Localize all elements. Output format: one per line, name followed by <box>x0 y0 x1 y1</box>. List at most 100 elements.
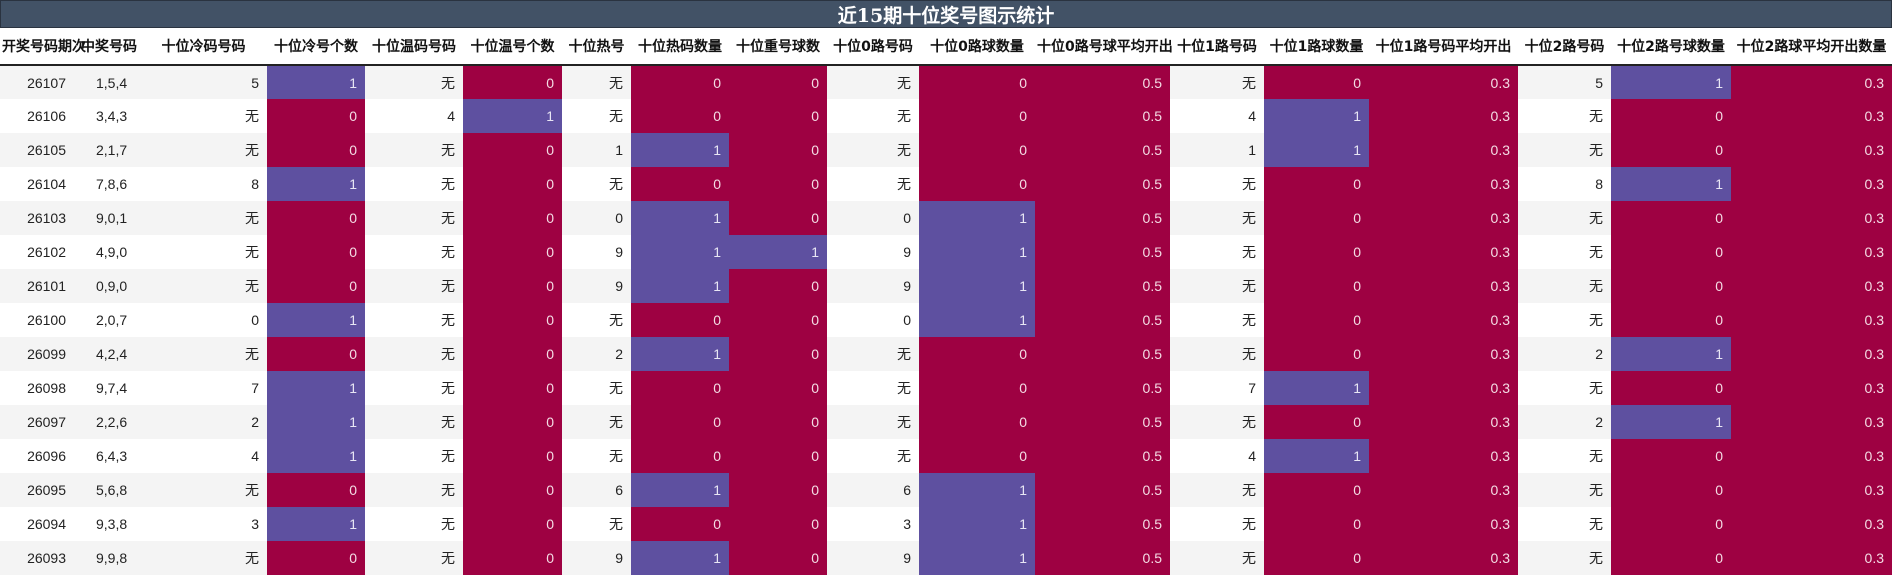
column-header[interactable]: 十位0路号码 <box>827 28 919 66</box>
table-cell: 0,9,0 <box>78 269 140 303</box>
table-cell: 无 <box>365 439 463 473</box>
table-cell: 1 <box>631 235 729 269</box>
table-cell: 0.3 <box>1369 99 1518 133</box>
column-header[interactable]: 十位2路号球数量 <box>1611 28 1731 66</box>
column-header[interactable]: 十位1路号码平均开出 <box>1369 28 1518 66</box>
table-row[interactable]: 26104 7,8,6 8 1 无 0 无 0 0 无 0 0.5 无 0 0.3 8 1 0.3 <box>0 167 1892 201</box>
table-cell: 0.3 <box>1369 133 1518 167</box>
table-row[interactable]: 26093 9,9,8 无 0 无 0 9 1 0 9 1 0.5 无 0 0.3 无 0 0.3 <box>0 541 1892 575</box>
table-cell: 9 <box>827 235 919 269</box>
table-row[interactable]: 26105 2,1,7 无 0 无 0 1 1 0 无 0 0.5 1 1 0.3 无 0 0.3 <box>0 133 1892 167</box>
table-cell: 无 <box>365 303 463 337</box>
table-cell: 9 <box>827 269 919 303</box>
table-cell: 9 <box>827 541 919 575</box>
table-cell: 0 <box>729 303 827 337</box>
table-row[interactable]: 26094 9,3,8 3 1 无 0 无 0 0 3 1 0.5 无 0 0.3 无 0 0.3 <box>0 507 1892 541</box>
table-cell: 1 <box>1170 133 1264 167</box>
table-cell: 0 <box>463 541 562 575</box>
table-cell: 0 <box>827 303 919 337</box>
table-row[interactable]: 26097 2,2,6 2 1 无 0 无 0 0 无 0 0.5 无 0 0.3 2 1 0.3 <box>0 405 1892 439</box>
table-row[interactable]: 26103 9,0,1 无 0 无 0 0 1 0 0 1 0.5 无 0 0.3 无 0 0.3 <box>0 201 1892 235</box>
table-cell: 0 <box>827 201 919 235</box>
table-cell: 0 <box>729 133 827 167</box>
table-cell: 1 <box>631 337 729 371</box>
table-row[interactable]: 26107 1,5,4 5 1 无 0 无 0 0 无 0 0.5 无 0 0.3 5 1 0.3 <box>0 65 1892 99</box>
table-cell: 0.3 <box>1731 371 1892 405</box>
table-cell: 0 <box>1264 303 1369 337</box>
column-header[interactable]: 十位温码号码 <box>365 28 463 66</box>
column-header[interactable]: 十位2路号码 <box>1518 28 1611 66</box>
table-cell: 1 <box>631 473 729 507</box>
table-cell: 0 <box>729 99 827 133</box>
table-cell: 无 <box>1170 541 1264 575</box>
table-cell: 9 <box>562 235 631 269</box>
column-header[interactable]: 十位0路号球平均开出 <box>1035 28 1173 66</box>
table-cell: 0.3 <box>1731 541 1892 575</box>
column-header[interactable]: 中奖号码 <box>78 28 140 66</box>
table-row[interactable]: 26106 3,4,3 无 0 4 1 无 0 0 无 0 0.5 4 1 0.3 无 0 0.3 <box>0 99 1892 133</box>
column-header[interactable]: 开奖号码期次 <box>0 28 86 66</box>
table-row[interactable]: 26095 5,6,8 无 0 无 0 6 1 0 6 1 0.5 无 0 0.3 无 0 0.3 <box>0 473 1892 507</box>
table-row[interactable]: 26100 2,0,7 0 1 无 0 无 0 0 0 1 0.5 无 0 0.3 无 0 0.3 <box>0 303 1892 337</box>
column-header[interactable]: 十位温号个数 <box>463 28 562 66</box>
table-cell: 4 <box>140 439 267 473</box>
column-header[interactable]: 十位热码数量 <box>631 28 729 66</box>
table-cell: 26103 <box>0 201 78 235</box>
table-cell: 26095 <box>0 473 78 507</box>
table-cell: 0.5 <box>1035 541 1170 575</box>
table-cell: 无 <box>827 371 919 405</box>
table-cell: 5 <box>140 65 267 99</box>
table-cell: 0.5 <box>1035 99 1170 133</box>
table-cell: 无 <box>1518 439 1611 473</box>
table-cell: 无 <box>1170 405 1264 439</box>
table-row[interactable]: 26099 4,2,4 无 0 无 0 2 1 0 无 0 0.5 无 0 0.3 2 1 0.3 <box>0 337 1892 371</box>
table-cell: 无 <box>1518 541 1611 575</box>
table-cell: 无 <box>365 133 463 167</box>
table-cell: 无 <box>562 371 631 405</box>
column-header[interactable]: 十位热号 <box>562 28 631 66</box>
column-header[interactable]: 十位冷号个数 <box>267 28 365 66</box>
table-cell: 1 <box>1611 337 1731 371</box>
table-cell: 无 <box>1518 473 1611 507</box>
table-cell: 1 <box>267 167 365 201</box>
table-cell: 0 <box>267 201 365 235</box>
table-cell: 无 <box>1518 133 1611 167</box>
table-cell: 无 <box>827 405 919 439</box>
table-row[interactable]: 26102 4,9,0 无 0 无 0 9 1 1 9 1 0.5 无 0 0.3 无 0 0.3 <box>0 235 1892 269</box>
table-cell: 0 <box>1611 473 1731 507</box>
table-cell: 1 <box>267 405 365 439</box>
table-cell: 1 <box>562 133 631 167</box>
table-row[interactable]: 26098 9,7,4 7 1 无 0 无 0 0 无 0 0.5 7 1 0.3 无 0 0.3 <box>0 371 1892 405</box>
column-header[interactable]: 十位2路球平均开出数量 <box>1731 28 1892 66</box>
table-cell: 0 <box>267 337 365 371</box>
table-cell: 2,1,7 <box>78 133 140 167</box>
table-cell: 0.3 <box>1731 201 1892 235</box>
table-cell: 0 <box>631 371 729 405</box>
table-cell: 8 <box>140 167 267 201</box>
table-cell: 7,8,6 <box>78 167 140 201</box>
table-cell: 0.3 <box>1369 439 1518 473</box>
table-cell: 9,0,1 <box>78 201 140 235</box>
table-cell: 0 <box>463 201 562 235</box>
table-cell: 0 <box>1611 99 1731 133</box>
column-header[interactable]: 十位0路球数量 <box>919 28 1035 66</box>
column-header[interactable]: 十位冷码号码 <box>140 28 267 66</box>
table-cell: 0 <box>1264 65 1369 99</box>
column-header[interactable]: 十位1路号码 <box>1170 28 1264 66</box>
table-row[interactable]: 26096 6,4,3 4 1 无 0 无 0 0 无 0 0.5 4 1 0.3 无 0 0.3 <box>0 439 1892 473</box>
table-cell: 0 <box>463 235 562 269</box>
column-header[interactable]: 十位1路球数量 <box>1264 28 1369 66</box>
table-cell: 无 <box>140 269 267 303</box>
table-cell: 9,9,8 <box>78 541 140 575</box>
column-header[interactable]: 十位重号球数 <box>729 28 827 66</box>
table-cell: 0.5 <box>1035 201 1170 235</box>
table-cell: 无 <box>1518 371 1611 405</box>
table-cell: 无 <box>1518 99 1611 133</box>
table-cell: 2 <box>1518 405 1611 439</box>
table-cell: 26098 <box>0 371 78 405</box>
table-cell: 1 <box>1264 99 1369 133</box>
table-row[interactable]: 26101 0,9,0 无 0 无 0 9 1 0 9 1 0.5 无 0 0.3 无 0 0.3 <box>0 269 1892 303</box>
table-cell: 0.3 <box>1369 337 1518 371</box>
table-cell: 9,7,4 <box>78 371 140 405</box>
table-cell: 0.3 <box>1369 473 1518 507</box>
